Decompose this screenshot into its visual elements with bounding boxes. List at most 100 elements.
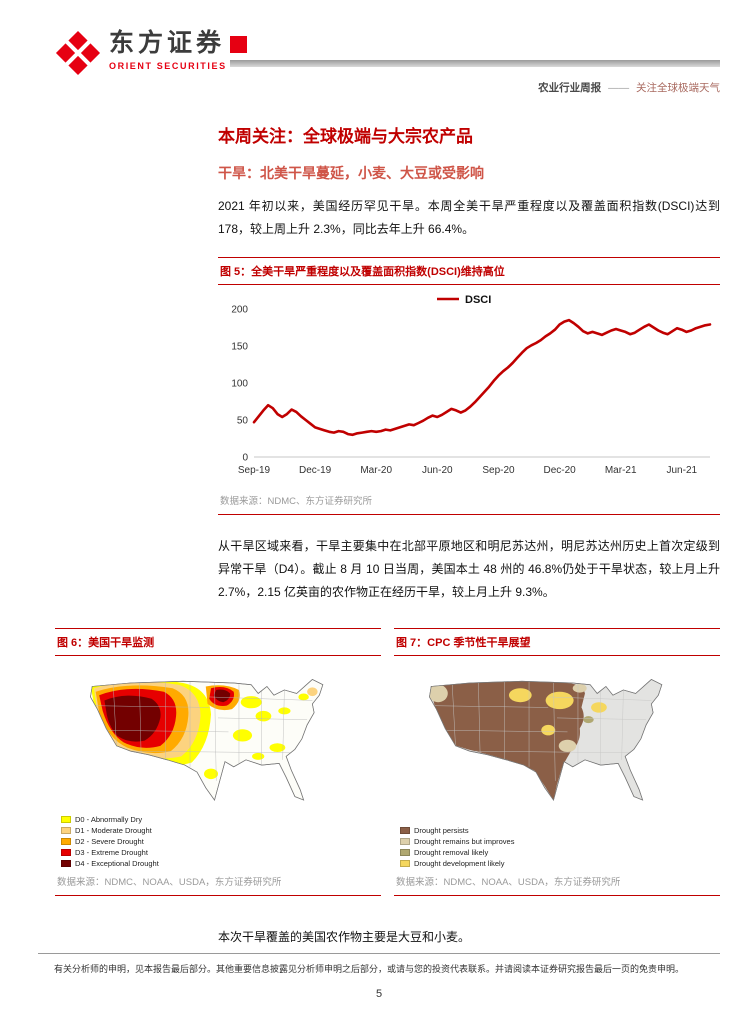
d0-patch [255, 711, 272, 722]
development-patch-central [541, 725, 556, 736]
legend-label-d3: D3 - Extreme Drought [75, 848, 148, 858]
legend-item: D4 - Exceptional Drought [61, 859, 159, 868]
state-borders [92, 681, 313, 781]
d4-region-minnesota [213, 689, 231, 703]
d1-patch [307, 687, 318, 697]
svg-text:Jun-21: Jun-21 [667, 465, 698, 476]
improves-patch-south [558, 739, 577, 753]
svg-text:Jun-20: Jun-20 [422, 465, 453, 476]
us-outline-stroke [90, 679, 324, 802]
legend-item: Drought removal likely [400, 848, 514, 857]
legend-label-development: Drought development likely [414, 859, 505, 869]
figure-5: 图 5：全美干旱严重程度以及覆盖面积指数(DSCI)维持高位 DSCI 0 50 10… [218, 257, 720, 516]
brand-name-en: ORIENT SECURITIES [109, 60, 227, 71]
state-borders [431, 681, 652, 781]
figure-6-title: 图 6：美国干旱监测 [55, 628, 381, 657]
svg-text:200: 200 [231, 305, 248, 316]
brand: 东方证券 ORIENT SECURITIES [55, 29, 227, 76]
svg-text:Dec-19: Dec-19 [299, 465, 332, 476]
brand-text: 东方证券 ORIENT SECURITIES [109, 29, 227, 71]
development-patch-minnesota [545, 691, 574, 710]
report-header: 东方证券 ORIENT SECURITIES 农业行业周报 —— 关注全球极端天… [55, 29, 720, 100]
svg-text:50: 50 [237, 416, 249, 427]
legend-item: Drought development likely [400, 859, 514, 868]
legend-item: D1 - Moderate Drought [61, 826, 159, 835]
figure-6-source: 数据来源：NDMC、NOAA、USDA，东方证券研究所 [57, 877, 282, 889]
svg-text:Mar-20: Mar-20 [360, 465, 392, 476]
outlook-regions [429, 681, 652, 801]
paragraph-1: 2021 年初以来，美国经历罕见干旱。本周全美干旱严重程度以及覆盖面积指数(DS… [218, 199, 720, 237]
figure-5-source: 数据来源：NDMC、东方证券研究所 [220, 496, 372, 508]
header-dash: —— [608, 82, 630, 94]
svg-text:DSCI: DSCI [465, 294, 491, 306]
figure-7-legend: Drought persists Drought remains but imp… [400, 824, 514, 868]
d0-patch [252, 753, 265, 761]
paragraph-2: 从干旱区域来看，干旱主要集中在北部平原地区和明尼苏达州，明尼苏达州历史上首次定级… [218, 539, 720, 600]
legend-swatch-removal [400, 849, 410, 857]
section-title: 本周关注：全球极端与大宗农产品 [218, 127, 473, 146]
header-divider [230, 60, 720, 67]
legend-item: D0 - Abnormally Dry [61, 815, 159, 824]
svg-text:Sep-19: Sep-19 [238, 465, 271, 476]
legend-swatch-d1 [61, 827, 71, 835]
svg-text:Dec-20: Dec-20 [543, 465, 576, 476]
d0-patch [204, 768, 218, 780]
d0-patch [240, 696, 262, 709]
paragraph-3: 本次干旱覆盖的美国农作物主要是大豆和小麦。 [218, 930, 471, 945]
legend-label-persists: Drought persists [414, 826, 469, 836]
header-rule [230, 36, 720, 68]
legend-label-d1: D1 - Moderate Drought [75, 826, 152, 836]
d0-patch [232, 729, 253, 742]
improves-patch-nw [429, 684, 448, 703]
svg-text:0: 0 [242, 453, 248, 464]
legend-swatch-d2 [61, 838, 71, 846]
svg-text:Sep-20: Sep-20 [482, 465, 515, 476]
legend-item: Drought remains but improves [400, 837, 514, 846]
page-number: 5 [375, 988, 383, 1000]
legend-label-removal: Drought removal likely [414, 848, 489, 858]
drought-regions [90, 679, 318, 781]
orient-securities-logo [55, 30, 101, 76]
figure-7-source: 数据来源：NDMC、NOAA、USDA，东方证券研究所 [396, 877, 621, 889]
legend-label-improves: Drought remains but improves [414, 837, 515, 847]
legend-label-d2: D2 - Severe Drought [75, 837, 144, 847]
persists-region [429, 681, 585, 801]
header-meta: 农业行业周报 —— 关注全球极端天气 [538, 80, 720, 95]
improves-patch-north [572, 683, 587, 693]
d0-patch [269, 743, 286, 753]
legend-swatch-d0 [61, 816, 71, 824]
report-type: 农业行业周报 [538, 82, 602, 94]
d0-patch [298, 693, 309, 701]
svg-text:100: 100 [231, 379, 248, 390]
legend-label-d0: D0 - Abnormally Dry [75, 815, 143, 825]
figure-6-map-area: D0 - Abnormally Dry D1 - Moderate Drough… [55, 656, 381, 870]
development-patch-montana [508, 688, 532, 703]
report-footer: 有关分析师的申明，见本报告最后部分。其他重要信息披露见分析师申明之后部分，或请与… [38, 952, 720, 1000]
figure-5-title: 图 5：全美干旱严重程度以及覆盖面积指数(DSCI)维持高位 [218, 257, 720, 286]
d4-region-west [104, 695, 161, 742]
legend-item: D2 - Severe Drought [61, 837, 159, 846]
subsection-title: 干旱：北美干旱蔓延，小麦、大豆或受影响 [218, 165, 484, 181]
svg-text:150: 150 [231, 342, 248, 353]
legend-swatch-d4 [61, 860, 71, 868]
legend-swatch-improves [400, 838, 410, 846]
brand-name-cn: 东方证券 [109, 29, 226, 57]
figure-7: 图 7：CPC 季节性干旱展望 [394, 628, 720, 897]
legend-item: Drought persists [400, 826, 514, 835]
svg-text:Mar-21: Mar-21 [605, 465, 637, 476]
legend-label-d4: D4 - Exceptional Drought [75, 859, 159, 869]
legend-swatch-persists [400, 827, 410, 835]
report-subject: 关注全球极端天气 [636, 82, 720, 94]
main-content: 本周关注：全球极端与大宗农产品 干旱：北美干旱蔓延，小麦、大豆或受影响 2021… [55, 118, 720, 957]
legend-item: D3 - Extreme Drought [61, 848, 159, 857]
dsci-line-chart: DSCI 0 50 100 150 200 Sep-19 Dec-19 Mar-20 Jun-20… [231, 294, 712, 476]
figure-6: 图 6：美国干旱监测 [55, 628, 381, 897]
figure-7-map-area: Drought persists Drought remains but imp… [394, 656, 720, 870]
map-figures-row: 图 6：美国干旱监测 [55, 628, 720, 897]
cpc-drought-outlook-map [429, 679, 663, 802]
development-patch-lakes [591, 702, 607, 713]
legend-swatch-d3 [61, 849, 71, 857]
us-outline-stroke [429, 679, 663, 802]
d0-patch [278, 707, 291, 715]
